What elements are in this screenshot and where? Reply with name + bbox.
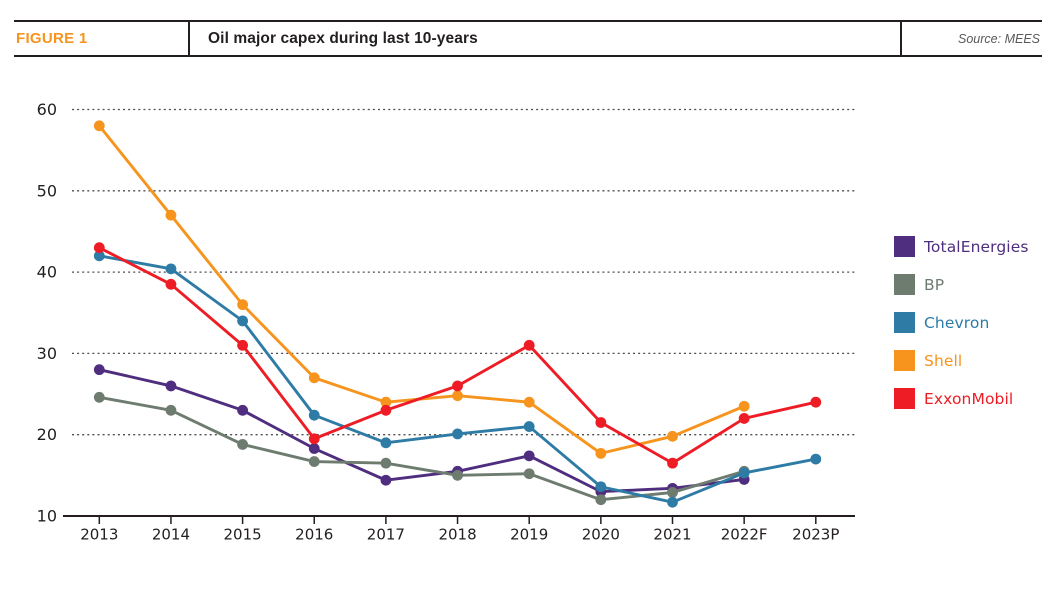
y-tick-label: 40	[37, 263, 57, 282]
data-point-chevron	[237, 315, 249, 327]
y-tick-label: 30	[37, 344, 57, 363]
figure-title-text: Oil major capex during last 10-years	[208, 29, 478, 47]
data-point-bp	[165, 404, 177, 416]
data-point-exxonmobil	[308, 433, 320, 445]
legend-swatch-icon	[894, 388, 915, 410]
x-tick-label: 2021	[653, 526, 691, 544]
legend-label: BP	[924, 275, 945, 294]
data-point-shell	[523, 396, 535, 408]
figure-label: FIGURE 1	[14, 22, 190, 55]
y-tick-label: 20	[37, 425, 57, 444]
data-point-exxonmobil	[165, 278, 177, 290]
legend-item-exxonmobil: ExxonMobil	[894, 388, 1029, 410]
legend-label: ExxonMobil	[924, 389, 1014, 408]
x-tick-label: 2023P	[792, 526, 839, 544]
x-tick-label: 2017	[367, 526, 405, 544]
x-tick-label: 2016	[295, 526, 333, 544]
chart-legend: TotalEnergies BP Chevron Shell ExxonMobil	[894, 236, 1029, 410]
data-point-shell	[667, 430, 678, 442]
data-point-shell	[165, 209, 177, 221]
series-line-chevron	[97, 254, 818, 504]
series-line-totalenergies	[97, 368, 746, 494]
y-tick-label: 10	[37, 507, 57, 526]
data-point-bp	[523, 468, 535, 480]
data-point-chevron	[452, 428, 463, 440]
data-point-chevron	[523, 421, 535, 432]
data-point-totalenergies	[93, 364, 105, 376]
x-tick-label: 2022F	[721, 526, 768, 544]
data-point-exxonmobil	[380, 404, 392, 416]
data-point-chevron	[595, 481, 607, 493]
data-point-chevron	[738, 467, 750, 479]
data-point-exxonmobil	[667, 457, 678, 469]
x-tick-label: 2019	[510, 526, 548, 544]
figure-header: FIGURE 1 Oil major capex during last 10-…	[14, 20, 1042, 57]
figure-source: Source: MEES	[902, 22, 1042, 55]
data-point-shell	[595, 447, 607, 459]
data-point-exxonmobil	[738, 413, 750, 424]
legend-swatch-icon	[894, 236, 915, 258]
figure-source-text: Source: MEES	[958, 31, 1040, 46]
series-line-shell	[97, 124, 746, 455]
x-tick-label: 2015	[224, 526, 262, 544]
data-point-chevron	[380, 437, 392, 449]
y-tick-label: 60	[37, 100, 57, 119]
legend-swatch-icon	[894, 312, 915, 334]
x-tick-label: 2018	[438, 526, 476, 544]
data-point-exxonmobil	[523, 339, 535, 351]
data-point-exxonmobil	[452, 380, 463, 392]
figure-label-text: FIGURE 1	[16, 30, 88, 47]
data-point-totalenergies	[237, 404, 249, 416]
data-point-bp	[308, 456, 320, 467]
legend-swatch-icon	[894, 350, 915, 372]
data-point-bp	[237, 439, 249, 450]
legend-label: Shell	[924, 351, 963, 370]
x-tick-label: 2020	[582, 526, 620, 544]
data-point-chevron	[810, 453, 822, 465]
legend-item-totalenergies: TotalEnergies	[894, 236, 1029, 258]
data-point-totalenergies	[380, 474, 392, 486]
legend-item-shell: Shell	[894, 350, 1029, 372]
data-point-exxonmobil	[810, 396, 822, 408]
data-point-exxonmobil	[93, 242, 105, 254]
data-point-exxonmobil	[237, 339, 249, 351]
data-point-totalenergies	[308, 443, 320, 454]
data-point-shell	[738, 400, 750, 412]
data-point-shell	[308, 372, 320, 384]
y-tick-label: 50	[37, 181, 57, 200]
legend-item-bp: BP	[894, 274, 1029, 296]
data-point-shell	[380, 396, 392, 408]
data-point-shell	[93, 120, 105, 132]
data-point-chevron	[308, 409, 320, 421]
data-point-shell	[237, 299, 249, 311]
data-point-bp	[595, 494, 607, 506]
legend-label: TotalEnergies	[924, 237, 1029, 256]
data-point-totalenergies	[523, 450, 535, 462]
data-point-chevron	[667, 496, 678, 508]
legend-item-chevron: Chevron	[894, 312, 1029, 334]
data-point-shell	[452, 390, 463, 402]
data-point-bp	[380, 457, 392, 469]
figure-title: Oil major capex during last 10-years	[190, 22, 902, 55]
legend-label: Chevron	[924, 313, 990, 332]
x-tick-label: 2013	[80, 526, 118, 544]
series-line-bp	[97, 395, 746, 502]
data-point-bp	[667, 487, 678, 498]
data-point-chevron	[93, 250, 105, 262]
data-point-bp	[93, 391, 105, 403]
data-point-bp	[452, 469, 463, 481]
data-point-exxonmobil	[595, 417, 607, 428]
data-point-chevron	[165, 263, 177, 275]
data-point-totalenergies	[165, 380, 177, 392]
x-tick-label: 2014	[152, 526, 190, 544]
legend-swatch-icon	[894, 274, 915, 296]
